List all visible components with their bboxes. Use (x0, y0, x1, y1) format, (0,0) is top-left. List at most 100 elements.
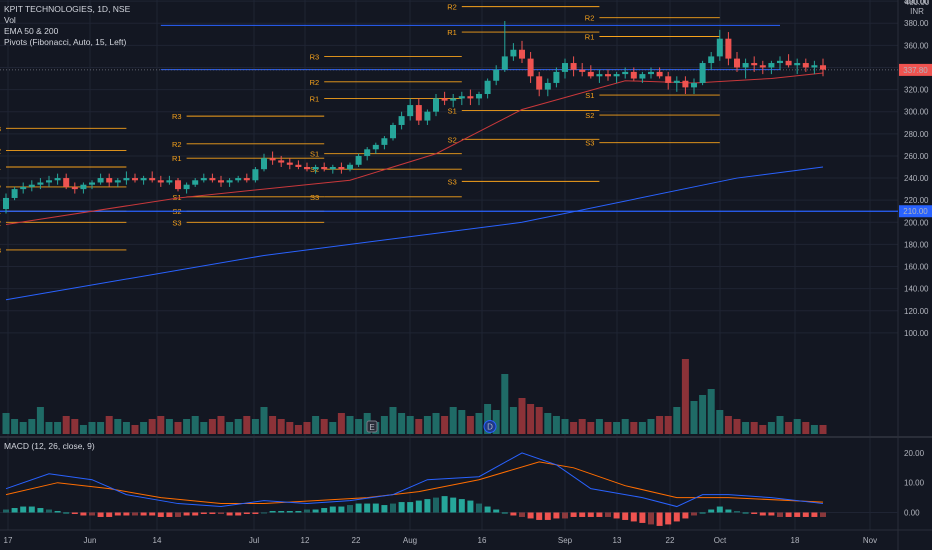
candle-body (605, 74, 611, 77)
candle-body (777, 60, 783, 64)
macd-histogram-bar (450, 497, 457, 513)
pivot-label: R1 (0, 163, 1, 172)
volume-bar (269, 416, 277, 434)
time-tick: 17 (4, 536, 13, 545)
candle-body (484, 80, 491, 95)
macd-histogram-bar (11, 508, 18, 513)
volume-bar (234, 419, 242, 434)
volume-bar (11, 419, 19, 434)
pivots-legend[interactable]: Pivots (Fibonacci, Auto, 15, Left) (4, 37, 127, 47)
candle-body (200, 178, 207, 181)
candle-body (304, 167, 310, 170)
macd-histogram-bar (708, 509, 715, 513)
macd-histogram-bar (364, 503, 371, 513)
candle-body (682, 80, 689, 88)
macd-histogram-bar (175, 512, 181, 517)
candle-body (355, 155, 362, 165)
candle-body (510, 49, 517, 57)
macd-histogram-bar (261, 512, 267, 514)
macd-histogram-bar (381, 505, 388, 513)
macd-histogram-bar (725, 509, 732, 513)
pivot-label: S1 (585, 91, 594, 100)
macd-histogram-bar (97, 512, 104, 517)
volume-bar (664, 416, 672, 434)
macd-histogram-bar (338, 506, 345, 513)
macd-histogram-bar (200, 512, 207, 514)
macd-legend[interactable]: MACD (12, 26, close, 9) (4, 441, 95, 451)
time-tick: 22 (666, 536, 675, 545)
pivot-label: R2 (310, 78, 320, 87)
volume-bar (441, 416, 449, 434)
pivot-label: S3 (0, 246, 1, 255)
volume-bar (62, 416, 70, 434)
macd-histogram-bar (149, 512, 156, 516)
volume-bar (793, 419, 801, 434)
volume-legend[interactable]: Vol (4, 15, 16, 25)
candle-body (312, 167, 319, 170)
volume-bar (724, 416, 732, 434)
price-tick: 120.00 (904, 307, 929, 316)
macd-tick: 0.00 (904, 509, 920, 518)
volume-bar (191, 416, 199, 434)
macd-histogram-bar (218, 512, 224, 514)
candle-body (364, 149, 371, 156)
macd-histogram-bar (794, 512, 801, 517)
candle-body (596, 74, 603, 77)
volume-bar (423, 416, 431, 434)
candle-body (390, 124, 396, 139)
volume-bar (475, 413, 483, 434)
hline-price-badge (899, 205, 932, 218)
pivot-label: S3 (172, 218, 181, 227)
price-tick: 280.00 (904, 130, 929, 139)
price-tick: 320.00 (904, 86, 929, 95)
macd-histogram-bar (295, 511, 302, 513)
volume-bar (535, 407, 543, 434)
volume-bar (157, 416, 165, 434)
macd-histogram-bar (441, 496, 448, 513)
macd-histogram-bar (433, 497, 439, 513)
candle-body (553, 71, 560, 83)
price-tick: 380.00 (904, 19, 929, 28)
pivot-label: R2 (0, 146, 1, 155)
candle-body (794, 63, 801, 66)
candle-body (20, 186, 27, 190)
candle-body (63, 178, 70, 187)
price-tick: 300.00 (904, 108, 929, 117)
symbol-title[interactable]: KPIT TECHNOLOGIES, 1D, NSE (4, 4, 131, 14)
price-tick: 200.00 (904, 218, 929, 227)
volume-bar (208, 419, 216, 434)
volume-bar (200, 422, 208, 434)
volume-bar (561, 419, 569, 434)
volume-bar (484, 404, 492, 434)
candle-body (656, 71, 663, 77)
candle-body (501, 56, 508, 70)
pivot-label: S1 (172, 193, 181, 202)
time-tick: 22 (352, 536, 361, 545)
volume-bar (742, 422, 750, 434)
volume-bar (492, 410, 500, 434)
macd-histogram-bar (312, 509, 319, 513)
volume-bar (174, 422, 182, 434)
volume-bar (656, 416, 664, 434)
macd-histogram-bar (579, 512, 586, 517)
volume-bar (570, 422, 578, 434)
volume-bar (148, 419, 156, 434)
chart-legend: KPIT TECHNOLOGIES, 1D, NSE Vol EMA 50 & … (4, 4, 130, 48)
volume-bar (458, 410, 466, 434)
volume-bar (389, 407, 397, 434)
candle-body (37, 182, 44, 185)
candle-body (166, 180, 173, 183)
volume-bar (509, 407, 517, 434)
candle-body (648, 71, 654, 75)
hline-price-label: 210.00 (903, 207, 928, 216)
candle-body (243, 178, 250, 181)
pivot-label: S2 (585, 111, 594, 120)
ema-legend[interactable]: EMA 50 & 200 (4, 26, 59, 36)
macd-histogram-bar (510, 512, 517, 516)
candle-body (347, 164, 353, 170)
earnings-label: E (369, 423, 374, 432)
candle-body (269, 158, 276, 161)
macd-histogram-bar (587, 512, 594, 517)
volume-bar (638, 422, 646, 434)
